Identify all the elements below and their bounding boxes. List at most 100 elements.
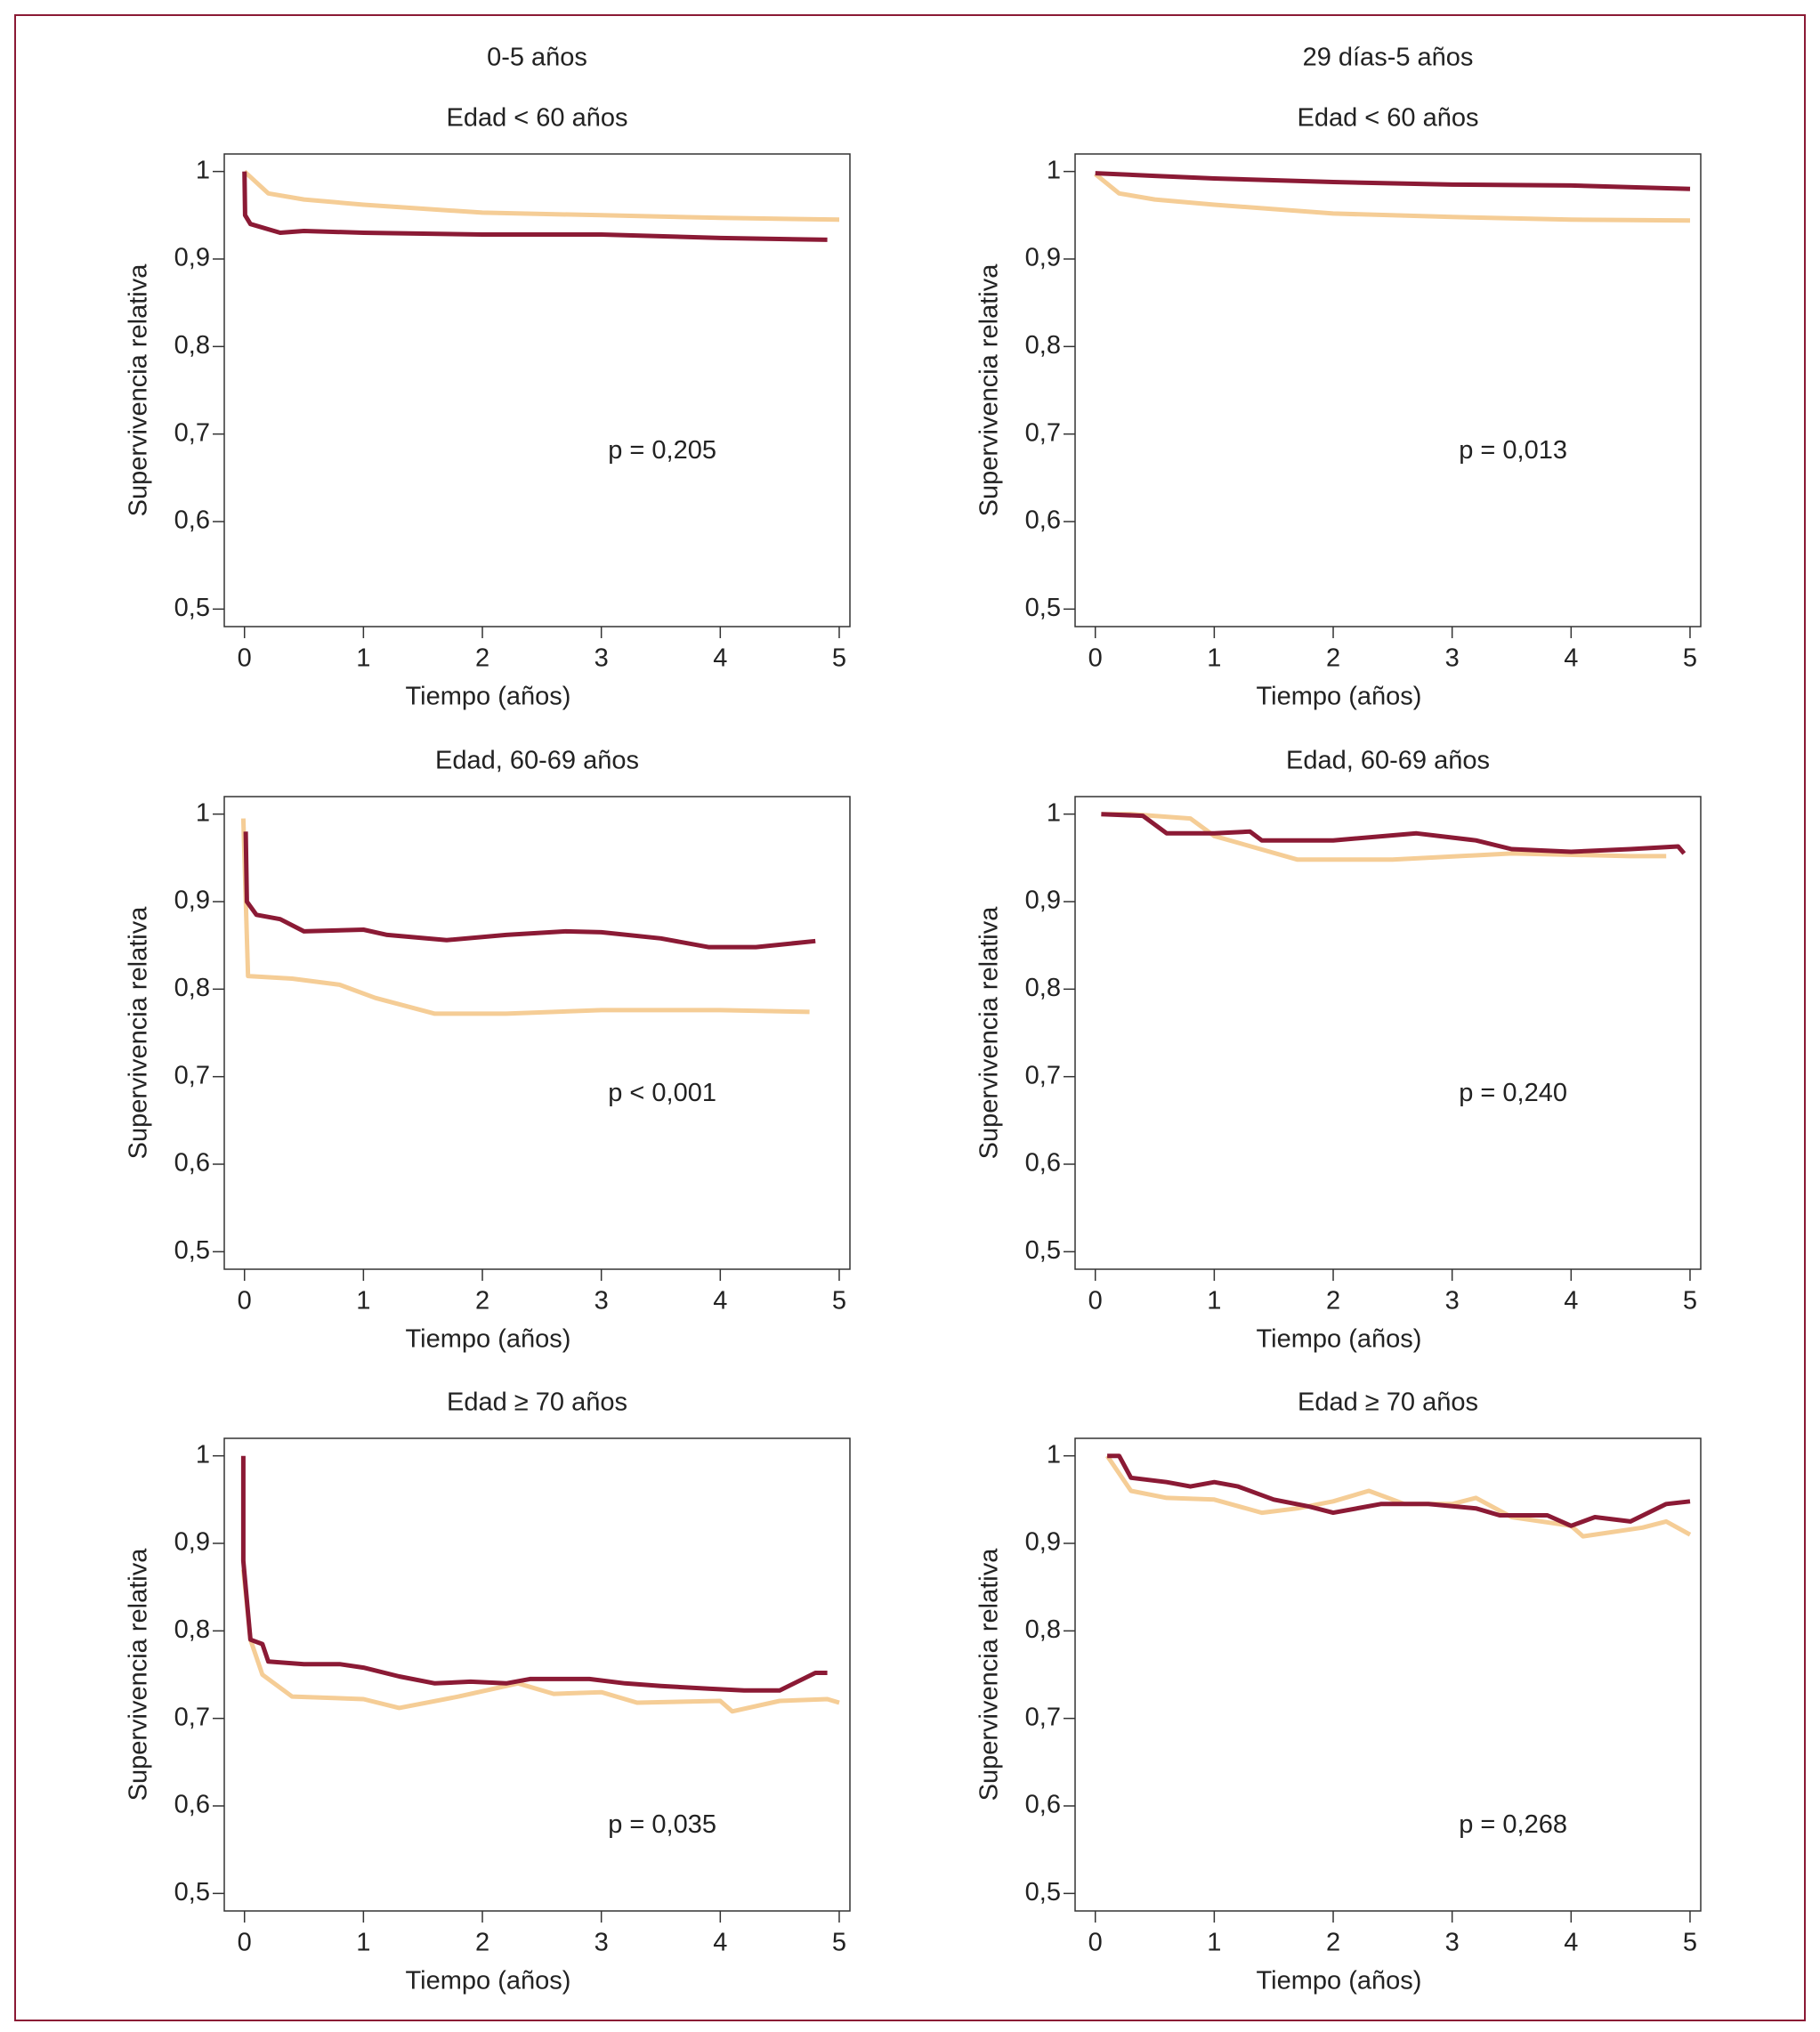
x-tick-label: 1	[1207, 644, 1221, 673]
survival-curve	[240, 1455, 828, 1693]
x-tick-label: 5	[832, 644, 846, 673]
x-tick-label: 4	[713, 644, 727, 673]
y-tick-label: 0,9	[1025, 244, 1061, 272]
panel-title: Edad, 60-69 años	[435, 747, 639, 775]
survival-curve	[243, 169, 840, 223]
x-axis-label: Tiempo (años)	[1257, 683, 1422, 711]
panel-title: Edad < 60 años	[1298, 104, 1479, 133]
plot-frame	[1074, 1437, 1702, 1912]
x-tick-label: 3	[1445, 1929, 1460, 1957]
survival-curve	[242, 171, 828, 242]
y-tick-label: 0,8	[1025, 331, 1061, 360]
x-tick-label: 1	[356, 1929, 370, 1957]
y-axis-label: Supervivencia relativa	[125, 906, 153, 1160]
x-tick-label: 3	[1445, 1287, 1460, 1316]
x-tick-label: 4	[1564, 1929, 1578, 1957]
y-axis-label: Supervivencia relativa	[125, 263, 153, 517]
y-tick-label: 0,7	[1025, 1061, 1061, 1089]
y-axis-label: Supervivencia relativa	[975, 906, 1004, 1160]
x-axis-label: Tiempo (años)	[406, 683, 571, 711]
column-title: 0-5 años	[487, 44, 587, 72]
survival-curve	[240, 1569, 840, 1714]
y-tick-label: 0,7	[174, 418, 210, 447]
x-tick-label: 0	[238, 1287, 252, 1316]
y-tick-label: 0,5	[1025, 594, 1061, 622]
x-tick-label: 2	[1326, 1287, 1340, 1316]
x-tick-label: 3	[1445, 644, 1460, 673]
y-tick-label: 0,8	[174, 331, 210, 360]
y-tick-label: 0,6	[1025, 1149, 1061, 1178]
x-tick-label: 4	[713, 1929, 727, 1957]
y-tick-label: 0,5	[1025, 1236, 1061, 1265]
x-tick-label: 1	[356, 644, 370, 673]
y-tick-label: 0,8	[174, 1615, 210, 1644]
survival-curve	[1101, 812, 1667, 862]
x-tick-label: 3	[595, 1929, 609, 1957]
p-value-annotation: p = 0,035	[608, 1810, 716, 1839]
survival-curve	[240, 818, 810, 1016]
y-tick-label: 0,5	[174, 1236, 210, 1265]
y-tick-label: 1	[1047, 798, 1061, 827]
y-tick-label: 0,7	[174, 1703, 210, 1731]
survival-curve	[1101, 812, 1687, 855]
x-tick-label: 2	[1326, 644, 1340, 673]
y-axis-label: Supervivencia relativa	[975, 263, 1004, 517]
x-tick-label: 5	[832, 1929, 846, 1957]
plot-frame	[223, 1437, 851, 1912]
x-axis-label: Tiempo (años)	[1257, 1967, 1422, 1996]
y-tick-label: 0,9	[1025, 1528, 1061, 1557]
x-tick-label: 0	[238, 644, 252, 673]
x-tick-label: 0	[238, 1929, 252, 1957]
y-tick-label: 0,6	[174, 1149, 210, 1178]
x-tick-label: 4	[713, 1287, 727, 1316]
x-axis-label: Tiempo (años)	[406, 1325, 571, 1354]
x-tick-label: 2	[1326, 1929, 1340, 1957]
y-tick-label: 0,6	[1025, 506, 1061, 535]
x-tick-label: 5	[1683, 1287, 1697, 1316]
x-tick-label: 5	[1683, 644, 1697, 673]
p-value-annotation: p < 0,001	[608, 1079, 716, 1107]
survival-curve	[243, 831, 816, 950]
y-tick-label: 0,9	[174, 886, 210, 915]
y-tick-label: 0,6	[1025, 1791, 1061, 1819]
plot-frame	[223, 796, 851, 1270]
x-tick-label: 3	[595, 1287, 609, 1316]
x-tick-label: 2	[475, 1287, 489, 1316]
x-tick-label: 3	[595, 644, 609, 673]
x-tick-label: 2	[475, 644, 489, 673]
y-tick-label: 0,7	[1025, 1703, 1061, 1731]
x-tick-label: 0	[1088, 1287, 1103, 1316]
x-tick-label: 1	[1207, 1929, 1221, 1957]
y-tick-label: 0,8	[174, 974, 210, 1002]
y-tick-label: 1	[196, 156, 210, 184]
panel-title: Edad < 60 años	[447, 104, 628, 133]
plot-frame	[1074, 796, 1702, 1270]
plot-frame	[1074, 153, 1702, 627]
x-tick-label: 0	[1088, 644, 1103, 673]
x-tick-label: 2	[475, 1929, 489, 1957]
p-value-annotation: p = 0,013	[1459, 436, 1567, 465]
p-value-annotation: p = 0,268	[1459, 1810, 1567, 1839]
y-tick-label: 0,9	[174, 244, 210, 272]
y-tick-label: 0,5	[174, 1878, 210, 1907]
x-axis-label: Tiempo (años)	[406, 1967, 571, 1996]
x-tick-label: 4	[1564, 644, 1578, 673]
p-value-annotation: p = 0,240	[1459, 1079, 1567, 1107]
panel-title: Edad ≥ 70 años	[447, 1388, 627, 1417]
survival-curve	[1107, 1453, 1691, 1528]
x-tick-label: 0	[1088, 1929, 1103, 1957]
y-tick-label: 0,7	[174, 1061, 210, 1089]
x-tick-label: 5	[1683, 1929, 1697, 1957]
y-tick-label: 1	[196, 1440, 210, 1469]
x-tick-label: 4	[1564, 1287, 1578, 1316]
x-tick-label: 1	[1207, 1287, 1221, 1316]
y-tick-label: 0,9	[174, 1528, 210, 1557]
figure-border	[14, 14, 1806, 2021]
plot-frame	[223, 153, 851, 627]
panel-title: Edad, 60-69 años	[1286, 747, 1490, 775]
y-tick-label: 0,6	[174, 1791, 210, 1819]
x-axis-label: Tiempo (años)	[1257, 1325, 1422, 1354]
y-tick-label: 0,5	[1025, 1878, 1061, 1907]
y-axis-label: Supervivencia relativa	[125, 1548, 153, 1801]
y-axis-label: Supervivencia relativa	[975, 1548, 1004, 1801]
